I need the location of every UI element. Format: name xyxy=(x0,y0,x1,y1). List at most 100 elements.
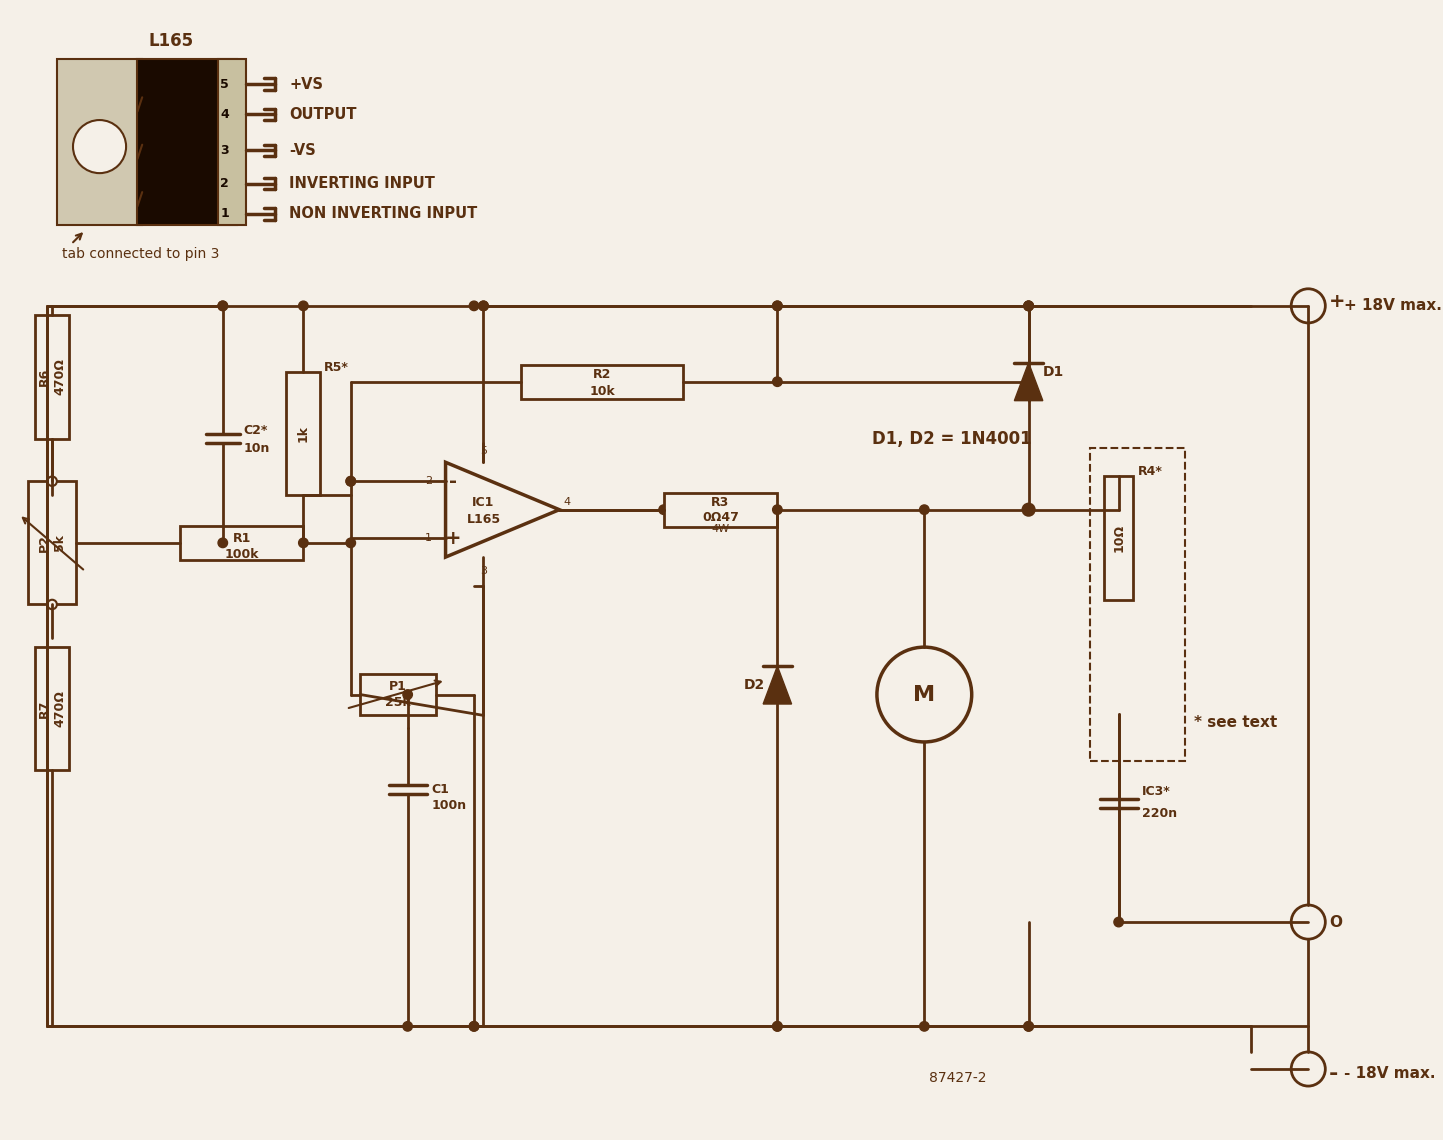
Circle shape xyxy=(1023,504,1035,515)
Circle shape xyxy=(218,301,228,310)
Bar xyxy=(664,492,778,527)
Circle shape xyxy=(469,1021,479,1031)
Bar xyxy=(29,481,76,604)
Bar xyxy=(286,373,320,496)
Text: + 18V max.: + 18V max. xyxy=(1345,299,1442,314)
Circle shape xyxy=(74,120,126,173)
Text: +: + xyxy=(1329,292,1346,310)
Circle shape xyxy=(218,538,228,547)
Circle shape xyxy=(1291,905,1325,939)
Text: +: + xyxy=(444,529,462,547)
Text: 4: 4 xyxy=(563,497,570,507)
Text: 10Ω: 10Ω xyxy=(1113,524,1126,552)
Text: R5*: R5* xyxy=(325,361,349,374)
Text: 100n: 100n xyxy=(431,799,466,812)
Text: 5: 5 xyxy=(481,446,486,456)
Circle shape xyxy=(48,600,56,609)
Circle shape xyxy=(1025,1021,1033,1031)
Text: 3: 3 xyxy=(481,567,486,577)
Text: 1k: 1k xyxy=(297,425,310,442)
Bar xyxy=(361,674,436,716)
Text: 2: 2 xyxy=(221,177,229,190)
Bar xyxy=(180,526,303,560)
Bar xyxy=(137,59,237,226)
Circle shape xyxy=(218,301,228,310)
Circle shape xyxy=(772,377,782,386)
Text: OUTPUT: OUTPUT xyxy=(289,107,356,122)
Text: NON INVERTING INPUT: NON INVERTING INPUT xyxy=(289,206,478,221)
Circle shape xyxy=(1025,301,1033,310)
Bar xyxy=(56,59,143,226)
Circle shape xyxy=(299,538,309,547)
Circle shape xyxy=(659,505,668,514)
Text: O: O xyxy=(1329,914,1342,929)
Text: D1: D1 xyxy=(1043,365,1063,380)
Text: 3: 3 xyxy=(221,144,229,157)
Text: P1: P1 xyxy=(390,681,407,693)
Bar xyxy=(35,316,69,439)
Text: -VS: -VS xyxy=(289,142,316,157)
Circle shape xyxy=(1025,505,1033,514)
Text: C2*: C2* xyxy=(244,424,268,438)
Circle shape xyxy=(1114,918,1124,927)
Text: 87427-2: 87427-2 xyxy=(929,1072,987,1085)
Polygon shape xyxy=(763,666,792,705)
Text: 1: 1 xyxy=(221,207,229,220)
Circle shape xyxy=(479,301,488,310)
Text: 220n: 220n xyxy=(1143,806,1177,820)
Text: +VS: +VS xyxy=(289,76,323,91)
Text: - 18V max.: - 18V max. xyxy=(1345,1066,1436,1081)
Text: L165: L165 xyxy=(149,32,193,50)
Circle shape xyxy=(48,477,56,486)
Text: L165: L165 xyxy=(466,513,501,526)
Polygon shape xyxy=(1014,363,1043,400)
Text: IC1: IC1 xyxy=(472,496,495,508)
Circle shape xyxy=(772,301,782,310)
Circle shape xyxy=(469,1021,479,1031)
Text: 10k: 10k xyxy=(589,384,615,398)
Text: R3: R3 xyxy=(711,496,730,508)
Circle shape xyxy=(479,301,488,310)
Circle shape xyxy=(1291,288,1325,323)
Circle shape xyxy=(403,1021,413,1031)
Circle shape xyxy=(877,648,971,742)
Text: 10n: 10n xyxy=(244,441,270,455)
Circle shape xyxy=(469,301,479,310)
Bar xyxy=(35,648,69,771)
Text: 1: 1 xyxy=(426,534,431,543)
Text: -: - xyxy=(449,472,457,490)
Text: 5: 5 xyxy=(221,78,229,90)
Text: D1, D2 = 1N4001: D1, D2 = 1N4001 xyxy=(872,430,1032,448)
Circle shape xyxy=(1291,1052,1325,1086)
Circle shape xyxy=(772,1021,782,1031)
Circle shape xyxy=(1025,301,1033,310)
Text: D2: D2 xyxy=(745,678,765,692)
Circle shape xyxy=(772,505,782,514)
Text: R4*: R4* xyxy=(1137,465,1163,479)
Circle shape xyxy=(919,505,929,514)
Text: * see text: * see text xyxy=(1195,716,1277,731)
Circle shape xyxy=(403,690,413,699)
Bar xyxy=(521,365,683,399)
Text: P2
5k: P2 5k xyxy=(38,534,66,552)
Bar xyxy=(218,59,247,226)
Text: 2: 2 xyxy=(424,477,431,487)
Circle shape xyxy=(1025,1021,1033,1031)
Text: tab connected to pin 3: tab connected to pin 3 xyxy=(62,246,219,261)
Circle shape xyxy=(772,1021,782,1031)
Text: R7
470Ω: R7 470Ω xyxy=(38,691,66,727)
Text: IC3*: IC3* xyxy=(1143,784,1172,798)
Text: 100k: 100k xyxy=(225,547,258,561)
Text: R1: R1 xyxy=(232,531,251,545)
Circle shape xyxy=(299,301,309,310)
Text: -: - xyxy=(1329,1064,1339,1084)
Circle shape xyxy=(919,1021,929,1031)
Text: R2: R2 xyxy=(593,367,612,381)
Circle shape xyxy=(1025,505,1033,514)
Circle shape xyxy=(346,477,355,486)
Bar xyxy=(1091,448,1185,760)
Text: 25k: 25k xyxy=(385,695,411,709)
Circle shape xyxy=(346,477,355,486)
Text: 0Ω47: 0Ω47 xyxy=(703,511,739,523)
Text: INVERTING INPUT: INVERTING INPUT xyxy=(289,176,434,192)
